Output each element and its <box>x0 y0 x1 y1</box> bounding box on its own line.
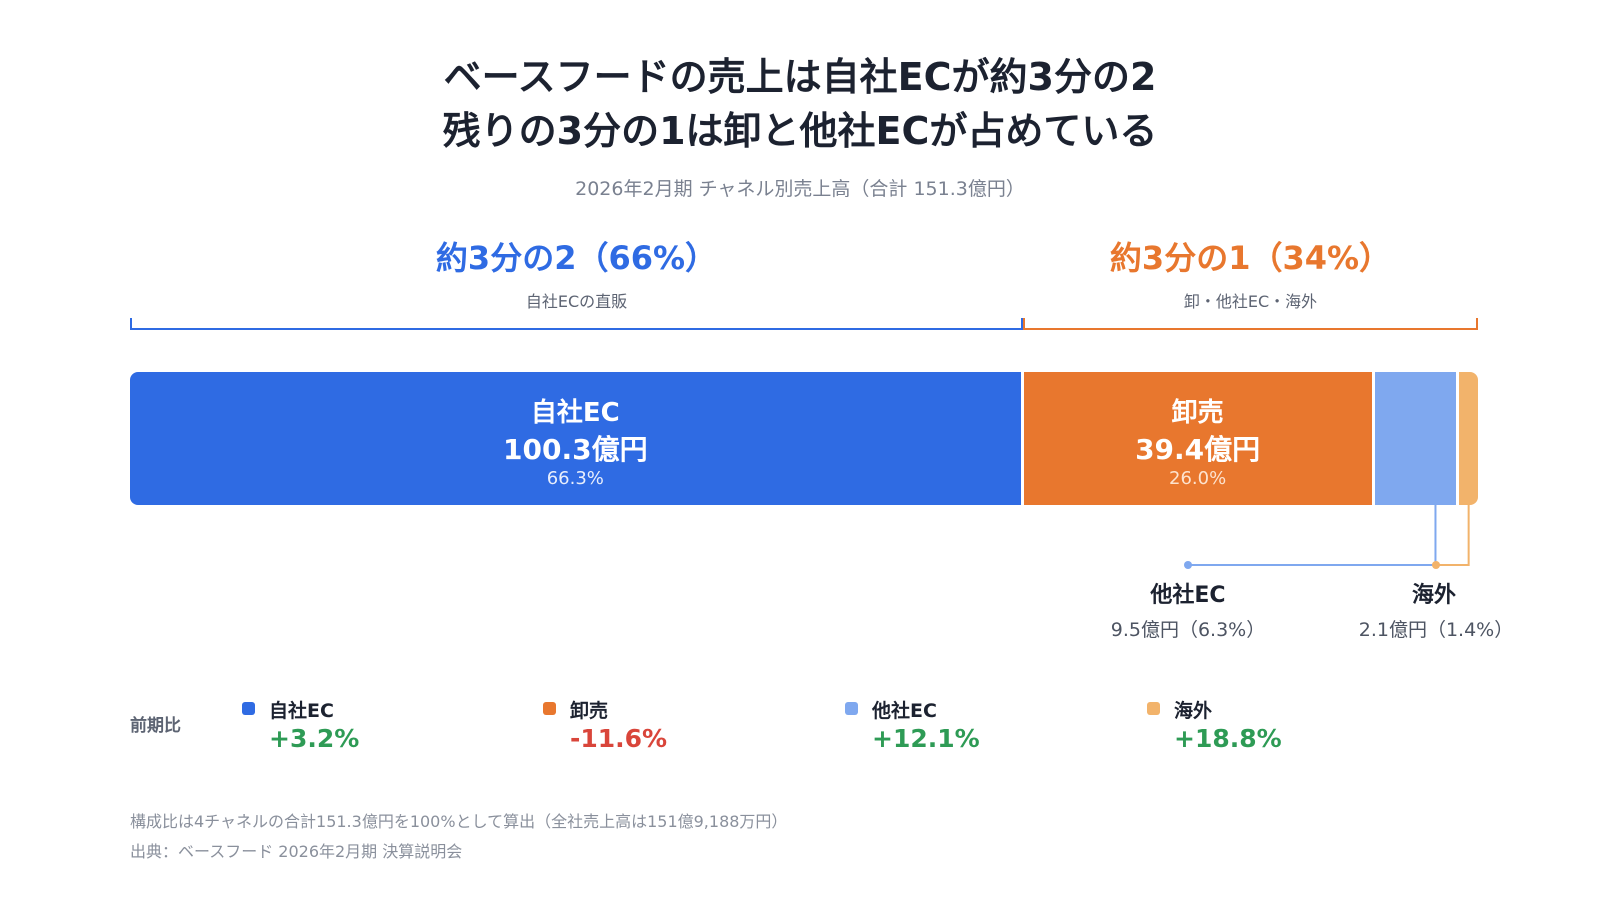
chart-title: ベースフードの売上は自社ECが約3分の2 残りの3分の1は卸と他社ECが占めてい… <box>0 50 1600 158</box>
callout-line-overseas <box>1436 505 1470 566</box>
segment-pct-own-ec: 66.3% <box>546 468 604 489</box>
yoy-name-overseas: 海外 <box>1174 700 1213 722</box>
yoy-value-own-ec: +3.2% <box>269 724 360 753</box>
legend-swatch-own-ec <box>242 702 255 715</box>
segment-name-wholesale: 卸売 <box>1171 398 1224 428</box>
group-head-other: 約3分の1（34%） <box>1109 239 1392 277</box>
callout-name-other-ec: 他社EC <box>1150 583 1226 608</box>
segment-name-own-ec: 自社EC <box>530 398 620 428</box>
group-caption-other: 卸・他社EC・海外 <box>1183 292 1318 311</box>
callout-value-other-ec: 9.5億円（6.3%） <box>1110 619 1266 641</box>
footnote: 構成比は4チャネルの合計151.3億円を100%として算出（全社売上高は151億… <box>130 812 788 831</box>
group-bracket-other <box>1023 318 1478 330</box>
group-head-direct: 約3分の2（66%） <box>435 239 718 277</box>
yoy-value-wholesale: -11.6% <box>570 724 668 753</box>
yoy-name-other-ec: 他社EC <box>872 700 937 722</box>
segment-value-wholesale: 39.4億円 <box>1135 433 1261 466</box>
group-bracket-direct <box>130 318 1023 330</box>
callout-dot-other-ec <box>1184 561 1192 569</box>
legend-swatch-other-ec <box>845 702 858 715</box>
callout-value-overseas: 2.1億円（1.4%） <box>1358 619 1514 641</box>
legend-swatch-overseas <box>1147 702 1160 715</box>
group-caption-direct: 自社ECの直販 <box>525 292 628 311</box>
bar-segment-wholesale: 卸売 39.4億円 26.0% <box>1023 372 1372 505</box>
title-line-2: 残りの3分の1は卸と他社ECが占めている <box>442 109 1158 153</box>
bar-segment-overseas <box>1459 372 1478 505</box>
segment-value-own-ec: 100.3億円 <box>503 433 648 466</box>
callout-line-other-ec <box>1188 505 1437 566</box>
source-note: 出典：ベースフード 2026年2月期 決算説明会 <box>130 842 463 861</box>
title-line-1: ベースフードの売上は自社ECが約3分の2 <box>443 55 1157 99</box>
chart-subtitle: 2026年2月期 チャネル別売上高（合計 151.3億円） <box>575 178 1025 200</box>
stacked-bar: 自社EC 100.3億円 66.3% 卸売 39.4億円 26.0% <box>130 372 1478 505</box>
legend-swatch-wholesale <box>543 702 556 715</box>
callout-dot-overseas <box>1432 561 1440 569</box>
yoy-label: 前期比 <box>130 716 181 736</box>
bar-segment-own-ec: 自社EC 100.3億円 66.3% <box>130 372 1021 505</box>
yoy-value-overseas: +18.8% <box>1174 724 1282 753</box>
yoy-name-wholesale: 卸売 <box>570 700 609 722</box>
yoy-name-own-ec: 自社EC <box>269 700 334 722</box>
yoy-value-other-ec: +12.1% <box>872 724 980 753</box>
callout-name-overseas: 海外 <box>1411 583 1456 608</box>
bar-segment-other-ec <box>1374 372 1457 505</box>
segment-pct-wholesale: 26.0% <box>1169 468 1227 489</box>
